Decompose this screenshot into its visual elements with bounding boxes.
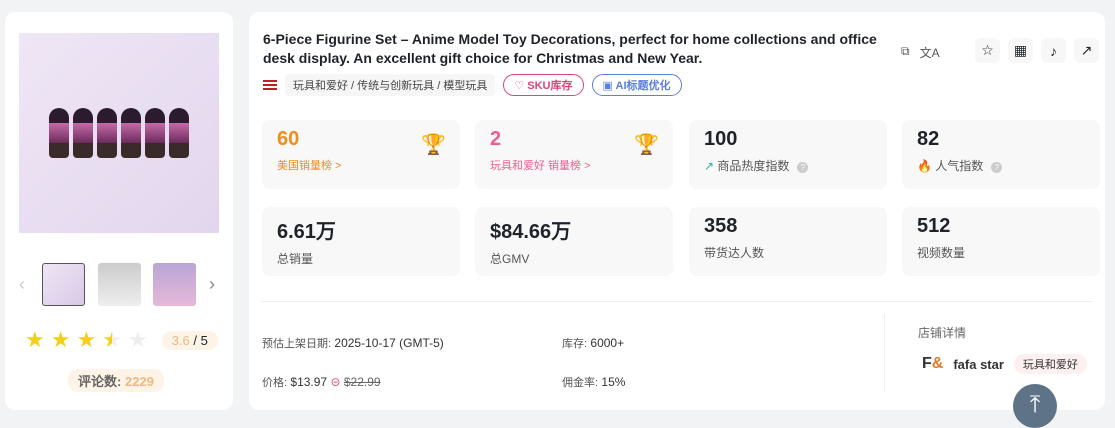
rating-badge: 3.6 / 5 <box>161 330 218 350</box>
chevron-left-icon[interactable]: ‹ <box>19 273 25 294</box>
price: 价格: $13.97 ⊝ $22.99 <box>262 375 381 389</box>
star-icon: ★ <box>76 327 97 352</box>
launch-date: 预估上架日期: 2025-10-17 (GMT-5) <box>262 336 444 350</box>
us-flag-icon <box>263 80 277 90</box>
stat-videos: 512 视频数量 <box>902 207 1100 276</box>
fire-icon: 🔥 <box>917 159 932 173</box>
thumbnail[interactable] <box>153 262 197 306</box>
trophy-icon: 🏆 <box>634 134 659 156</box>
main-product-image[interactable] <box>19 33 219 233</box>
thumbnail[interactable] <box>41 262 85 306</box>
translate-icon[interactable]: 文A <box>919 46 940 60</box>
stat-popularity: 82 🔥 人气指数? <box>902 120 1100 189</box>
trend-icon: ↗ <box>704 159 715 173</box>
external-link-icon[interactable]: ↗ <box>1074 38 1099 63</box>
star-icon: ★ <box>25 327 45 352</box>
product-details-card: 6-Piece Figurine Set – Anime Model Toy D… <box>249 12 1105 410</box>
commission: 佣金率: 15% <box>562 375 626 389</box>
tiktok-icon[interactable]: ♪ <box>1041 38 1066 63</box>
divider <box>884 314 885 392</box>
stat-category-rank[interactable]: 2 玩具和爱好 销量榜 > 🏆 <box>475 120 673 189</box>
product-tags: 玩具和爱好 / 传统与创新玩具 / 模型玩具 ♡ SKU库存 ▣ AI标题优化 <box>263 74 893 96</box>
qr-code-icon[interactable]: ▦ <box>1008 38 1033 63</box>
review-count: 评论数: 2229 <box>68 369 164 392</box>
back-to-top-button[interactable]: ⤒ <box>1013 384 1057 428</box>
help-icon[interactable]: ? <box>991 162 1003 173</box>
star-icon: ★ <box>127 327 148 352</box>
chevron-right-icon[interactable]: › <box>209 273 215 294</box>
stat-us-rank[interactable]: 60 美国销量榜 > 🏆 <box>262 120 460 189</box>
product-header: 6-Piece Figurine Set – Anime Model Toy D… <box>263 30 893 96</box>
product-title: 6-Piece Figurine Set – Anime Model Toy D… <box>263 31 877 66</box>
stat-total-sales: 6.61万 总销量 <box>262 207 460 276</box>
stock: 库存: 6000+ <box>562 336 625 350</box>
star-half-icon: ★ <box>102 327 122 352</box>
star-icon[interactable]: ☆ <box>975 38 1000 63</box>
shop-link[interactable]: F& fafa star 玩具和爱好 <box>922 354 1087 374</box>
shop-category-tag: 玩具和爱好 <box>1013 354 1087 374</box>
copy-icon[interactable]: ⧉ <box>901 44 910 58</box>
stat-total-gmv: $84.66万 总GMV <box>475 207 673 276</box>
gallery-card: ‹ › ★ ★ ★ ★ ★ 3.6 / 5 评论数: 2229 <box>5 12 233 410</box>
sku-stock-button[interactable]: ♡ SKU库存 <box>503 74 584 96</box>
stat-creators: 358 带货达人数 <box>689 207 887 276</box>
stat-heat-index: 100 ↗ 商品热度指数? <box>689 120 887 189</box>
ai-title-button[interactable]: ▣ AI标题优化 <box>591 74 682 96</box>
shop-logo: F& <box>922 355 944 372</box>
shop-heading: 店铺详情 <box>918 326 967 340</box>
thumbnail[interactable] <box>97 262 141 306</box>
rating-stars: ★ ★ ★ ★ ★ 3.6 / 5 <box>25 327 218 353</box>
divider <box>261 301 1093 302</box>
help-icon[interactable]: ? <box>797 162 809 173</box>
price-trend-icon[interactable]: ⊝ <box>330 375 341 389</box>
star-icon: ★ <box>50 327 71 352</box>
trophy-icon: 🏆 <box>421 134 446 156</box>
thumbnail-strip: ‹ › <box>19 262 219 306</box>
category-breadcrumb[interactable]: 玩具和爱好 / 传统与创新玩具 / 模型玩具 <box>285 74 496 96</box>
